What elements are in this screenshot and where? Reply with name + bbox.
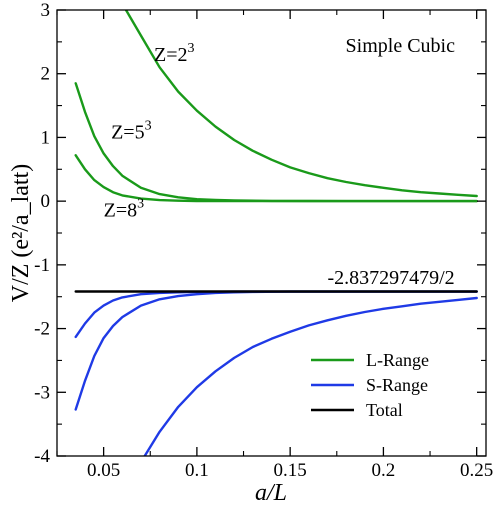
annotation-0: Z=23 bbox=[154, 41, 195, 66]
series-line-s-range-3 bbox=[74, 290, 478, 339]
x-axis-title: a/L bbox=[255, 480, 287, 506]
x-tick-label: 0.2 bbox=[372, 460, 396, 481]
x-tick-label: 0.15 bbox=[274, 460, 307, 481]
y-tick-label: -1 bbox=[34, 255, 50, 276]
annotation-3: -2.837297479/2 bbox=[327, 267, 454, 289]
x-tick-label: 0.1 bbox=[185, 460, 209, 481]
legend: L-Range S-Range Total bbox=[311, 350, 429, 420]
x-tick-label: 0.05 bbox=[87, 460, 120, 481]
y-tick-label: -4 bbox=[34, 446, 50, 467]
series-layer bbox=[74, 10, 478, 456]
labels-layer: 0.05 0.1 0.15 0.2 0.25 3 2 1 0 -1 -2 -3 -4 bbox=[34, 0, 493, 481]
y-tick-label: -2 bbox=[34, 319, 50, 340]
series-line-l-range-2 bbox=[74, 154, 478, 203]
y-tick-label: 0 bbox=[41, 191, 51, 212]
annotation-1: Z=53 bbox=[111, 119, 152, 144]
legend-label-l-range: L-Range bbox=[366, 350, 429, 370]
series-line-l-range-0 bbox=[124, 10, 478, 198]
annotation-2: Z=83 bbox=[104, 196, 145, 221]
annotation-layer: Z=23 Z=53 Z=83 -2.837297479/2 bbox=[104, 41, 455, 289]
y-tick-label: 2 bbox=[41, 64, 51, 85]
series-line-s-range-5 bbox=[143, 296, 478, 456]
y-tick-label: 1 bbox=[41, 127, 51, 148]
y-axis-title: V/Z (e²/a_latt) bbox=[8, 164, 34, 302]
ticks-layer bbox=[56, 9, 486, 457]
legend-label-total: Total bbox=[366, 400, 403, 420]
y-tick-label: -3 bbox=[34, 382, 50, 403]
panel-label: Simple Cubic bbox=[346, 35, 456, 57]
x-tick-label: 0.25 bbox=[460, 460, 493, 481]
y-tick-label: 3 bbox=[41, 0, 51, 21]
legend-label-s-range: S-Range bbox=[366, 375, 428, 395]
